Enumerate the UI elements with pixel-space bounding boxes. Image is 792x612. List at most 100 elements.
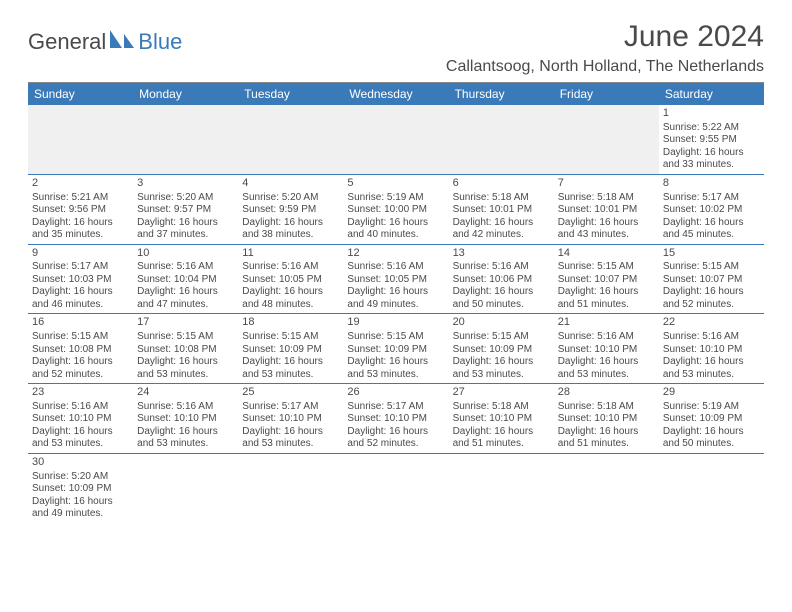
daylight-text: Daylight: 16 hours xyxy=(32,426,129,439)
day-number: 23 xyxy=(32,386,129,400)
daylight-text: and 53 minutes. xyxy=(32,438,129,451)
day-cell: 29Sunrise: 5:19 AMSunset: 10:09 PMDaylig… xyxy=(659,384,764,454)
day-cell: 24Sunrise: 5:16 AMSunset: 10:10 PMDaylig… xyxy=(133,384,238,454)
daylight-text: Daylight: 16 hours xyxy=(32,356,129,369)
daylight-text: Daylight: 16 hours xyxy=(453,286,550,299)
week-row: 30Sunrise: 5:20 AMSunset: 10:09 PMDaylig… xyxy=(28,453,764,522)
daylight-text: Daylight: 16 hours xyxy=(558,217,655,230)
sunrise-text: Sunrise: 5:16 AM xyxy=(32,401,129,414)
daylight-text: and 53 minutes. xyxy=(242,369,339,382)
day-cell: 22Sunrise: 5:16 AMSunset: 10:10 PMDaylig… xyxy=(659,314,764,384)
daylight-text: and 46 minutes. xyxy=(32,299,129,312)
day-cell: 9Sunrise: 5:17 AMSunset: 10:03 PMDayligh… xyxy=(28,244,133,314)
daylight-text: and 50 minutes. xyxy=(663,438,760,451)
daylight-text: Daylight: 16 hours xyxy=(137,286,234,299)
sunrise-text: Sunrise: 5:15 AM xyxy=(663,261,760,274)
day-cell xyxy=(133,453,238,522)
day-number: 3 xyxy=(137,177,234,191)
sunrise-text: Sunrise: 5:16 AM xyxy=(137,261,234,274)
week-row: 16Sunrise: 5:15 AMSunset: 10:08 PMDaylig… xyxy=(28,314,764,384)
sunrise-text: Sunrise: 5:19 AM xyxy=(663,401,760,414)
sunset-text: Sunset: 9:57 PM xyxy=(137,204,234,217)
day-number: 10 xyxy=(137,247,234,261)
day-cell: 23Sunrise: 5:16 AMSunset: 10:10 PMDaylig… xyxy=(28,384,133,454)
sunrise-text: Sunrise: 5:16 AM xyxy=(137,401,234,414)
sunrise-text: Sunrise: 5:18 AM xyxy=(558,401,655,414)
weekday-header: Monday xyxy=(133,83,238,105)
daylight-text: Daylight: 16 hours xyxy=(453,426,550,439)
sunset-text: Sunset: 10:10 PM xyxy=(347,413,444,426)
daylight-text: Daylight: 16 hours xyxy=(663,217,760,230)
day-number: 16 xyxy=(32,316,129,330)
day-number: 11 xyxy=(242,247,339,261)
day-number: 15 xyxy=(663,247,760,261)
daylight-text: Daylight: 16 hours xyxy=(663,286,760,299)
day-cell xyxy=(554,105,659,174)
calendar-page: General Blue June 2024 Callantsoog, Nort… xyxy=(0,0,792,543)
sunrise-text: Sunrise: 5:20 AM xyxy=(242,192,339,205)
sunset-text: Sunset: 9:55 PM xyxy=(663,134,760,147)
sunrise-text: Sunrise: 5:15 AM xyxy=(137,331,234,344)
sunrise-text: Sunrise: 5:15 AM xyxy=(347,331,444,344)
sunset-text: Sunset: 10:02 PM xyxy=(663,204,760,217)
day-number: 9 xyxy=(32,247,129,261)
daylight-text: Daylight: 16 hours xyxy=(242,217,339,230)
sunset-text: Sunset: 10:07 PM xyxy=(663,274,760,287)
daylight-text: and 52 minutes. xyxy=(663,299,760,312)
day-cell: 11Sunrise: 5:16 AMSunset: 10:05 PMDaylig… xyxy=(238,244,343,314)
day-number: 5 xyxy=(347,177,444,191)
sunset-text: Sunset: 10:08 PM xyxy=(137,344,234,357)
day-number: 22 xyxy=(663,316,760,330)
calendar-body: 1Sunrise: 5:22 AMSunset: 9:55 PMDaylight… xyxy=(28,105,764,523)
daylight-text: and 52 minutes. xyxy=(347,438,444,451)
daylight-text: and 50 minutes. xyxy=(453,299,550,312)
sunrise-text: Sunrise: 5:18 AM xyxy=(558,192,655,205)
title-block: June 2024 Callantsoog, North Holland, Th… xyxy=(446,20,764,76)
day-number: 26 xyxy=(347,386,444,400)
day-cell: 26Sunrise: 5:17 AMSunset: 10:10 PMDaylig… xyxy=(343,384,448,454)
day-cell xyxy=(659,453,764,522)
day-cell: 15Sunrise: 5:15 AMSunset: 10:07 PMDaylig… xyxy=(659,244,764,314)
day-cell: 4Sunrise: 5:20 AMSunset: 9:59 PMDaylight… xyxy=(238,174,343,244)
daylight-text: Daylight: 16 hours xyxy=(32,286,129,299)
daylight-text: and 47 minutes. xyxy=(137,299,234,312)
sunset-text: Sunset: 10:00 PM xyxy=(347,204,444,217)
sunrise-text: Sunrise: 5:17 AM xyxy=(347,401,444,414)
daylight-text: Daylight: 16 hours xyxy=(32,217,129,230)
day-cell: 28Sunrise: 5:18 AMSunset: 10:10 PMDaylig… xyxy=(554,384,659,454)
sunset-text: Sunset: 10:09 PM xyxy=(347,344,444,357)
weekday-row: Sunday Monday Tuesday Wednesday Thursday… xyxy=(28,83,764,105)
daylight-text: Daylight: 16 hours xyxy=(347,356,444,369)
week-row: 2Sunrise: 5:21 AMSunset: 9:56 PMDaylight… xyxy=(28,174,764,244)
weekday-header: Friday xyxy=(554,83,659,105)
location-subtitle: Callantsoog, North Holland, The Netherla… xyxy=(446,58,764,76)
day-cell: 16Sunrise: 5:15 AMSunset: 10:08 PMDaylig… xyxy=(28,314,133,384)
day-number: 2 xyxy=(32,177,129,191)
logo-text-blue: Blue xyxy=(138,29,182,55)
daylight-text: Daylight: 16 hours xyxy=(32,496,129,509)
sunset-text: Sunset: 10:10 PM xyxy=(453,413,550,426)
sunset-text: Sunset: 10:10 PM xyxy=(32,413,129,426)
daylight-text: and 49 minutes. xyxy=(32,508,129,521)
sunset-text: Sunset: 10:09 PM xyxy=(242,344,339,357)
daylight-text: and 53 minutes. xyxy=(242,438,339,451)
daylight-text: and 51 minutes. xyxy=(453,438,550,451)
sunset-text: Sunset: 10:01 PM xyxy=(558,204,655,217)
day-cell xyxy=(449,105,554,174)
day-cell: 8Sunrise: 5:17 AMSunset: 10:02 PMDayligh… xyxy=(659,174,764,244)
sunset-text: Sunset: 10:04 PM xyxy=(137,274,234,287)
daylight-text: Daylight: 16 hours xyxy=(558,286,655,299)
sunset-text: Sunset: 10:09 PM xyxy=(663,413,760,426)
day-number: 14 xyxy=(558,247,655,261)
daylight-text: and 52 minutes. xyxy=(32,369,129,382)
day-cell xyxy=(28,105,133,174)
daylight-text: and 33 minutes. xyxy=(663,159,760,172)
sunset-text: Sunset: 10:10 PM xyxy=(558,344,655,357)
daylight-text: and 53 minutes. xyxy=(137,438,234,451)
daylight-text: Daylight: 16 hours xyxy=(242,426,339,439)
day-cell: 21Sunrise: 5:16 AMSunset: 10:10 PMDaylig… xyxy=(554,314,659,384)
week-row: 23Sunrise: 5:16 AMSunset: 10:10 PMDaylig… xyxy=(28,384,764,454)
daylight-text: and 53 minutes. xyxy=(347,369,444,382)
sunrise-text: Sunrise: 5:16 AM xyxy=(453,261,550,274)
weekday-header: Saturday xyxy=(659,83,764,105)
